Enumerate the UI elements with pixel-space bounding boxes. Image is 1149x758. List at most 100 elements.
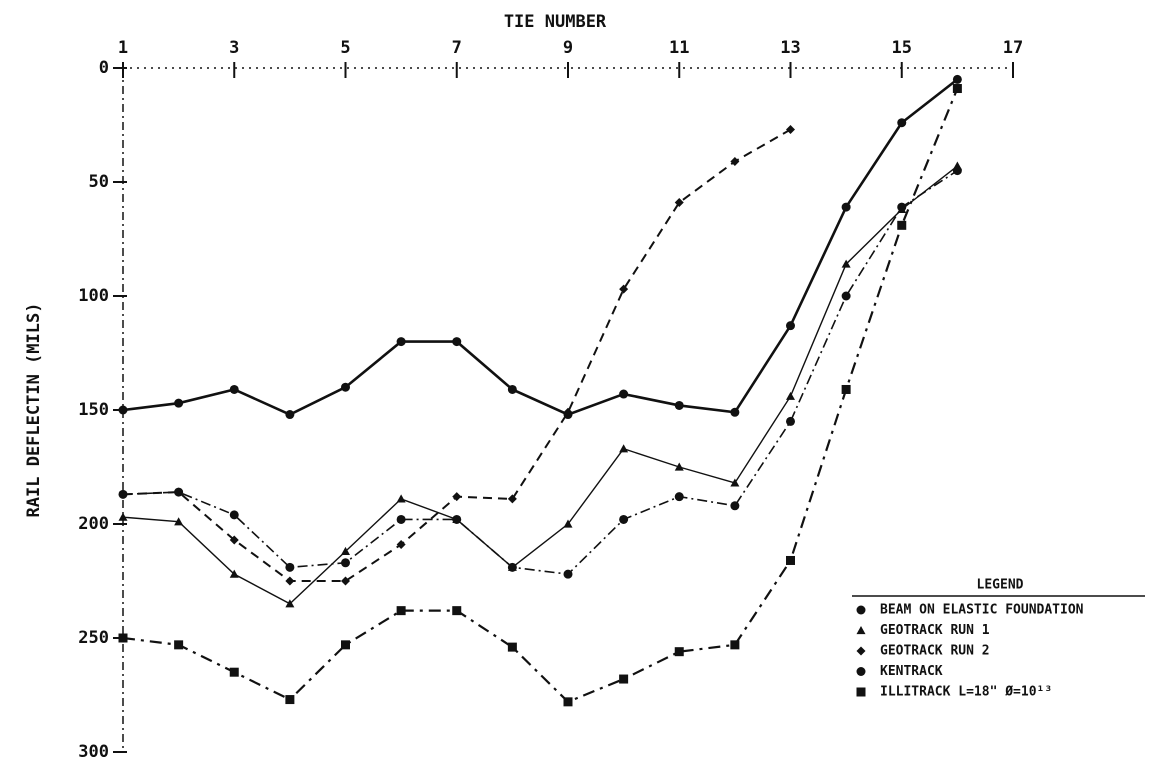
x-tick-label: 1 (118, 38, 128, 58)
marker (452, 606, 462, 616)
legend-label: BEAM ON ELASTIC FOUNDATION (880, 603, 1084, 618)
y-tick-label: 250 (78, 628, 109, 648)
marker (619, 444, 629, 453)
marker (897, 220, 907, 230)
x-tick-label: 17 (1003, 38, 1023, 58)
marker (118, 512, 128, 521)
marker (285, 410, 295, 420)
marker (563, 407, 573, 417)
marker (396, 494, 406, 503)
x-tick-label: 11 (669, 38, 689, 58)
marker (229, 384, 239, 394)
marker (507, 384, 517, 394)
marker (952, 74, 962, 84)
marker (507, 562, 517, 572)
marker (341, 382, 350, 392)
marker (841, 291, 851, 301)
series-line (122, 169, 958, 576)
marker (674, 492, 684, 502)
marker (619, 389, 629, 399)
y-tick-label: 0 (99, 58, 109, 78)
marker (786, 391, 795, 400)
marker (563, 569, 573, 579)
series-line (122, 78, 959, 416)
marker (674, 198, 684, 208)
legend-title: LEGEND (977, 578, 1024, 593)
legend-marker (856, 687, 866, 697)
legend-label: ILLITRACK L=18" Ø=10¹³ (880, 685, 1052, 700)
marker (229, 535, 239, 545)
marker (952, 166, 962, 176)
marker (619, 514, 629, 524)
marker (341, 576, 350, 586)
marker (786, 416, 795, 426)
y-tick-label: 100 (78, 286, 109, 306)
marker (396, 337, 406, 347)
marker (229, 569, 239, 578)
marker (174, 517, 184, 526)
legend-label: GEOTRACK RUN 2 (880, 644, 990, 659)
y-tick-label: 200 (78, 514, 109, 534)
marker (730, 407, 740, 417)
series-line (122, 88, 959, 704)
marker (730, 478, 740, 487)
marker (619, 674, 629, 684)
marker (174, 398, 184, 408)
y-tick-label: 300 (78, 742, 109, 758)
legend-marker (856, 605, 866, 615)
x-tick-label: 13 (780, 38, 800, 58)
marker (786, 125, 795, 135)
x-axis-label: TIE NUMBER (504, 12, 607, 32)
marker (452, 514, 462, 524)
marker (396, 540, 406, 550)
marker (841, 202, 851, 212)
x-tick-label: 15 (892, 38, 912, 58)
marker (730, 640, 740, 650)
marker (285, 562, 295, 572)
legend-label: KENTRACK (880, 664, 943, 679)
y-tick-label: 150 (78, 400, 109, 420)
marker (174, 487, 184, 497)
marker (396, 606, 406, 616)
marker (341, 640, 350, 650)
legend-label: GEOTRACK RUN 1 (880, 623, 990, 638)
marker (452, 492, 462, 502)
marker (285, 576, 295, 586)
marker (730, 501, 740, 511)
marker (341, 558, 350, 568)
marker (452, 337, 462, 347)
marker (118, 405, 128, 415)
marker (786, 321, 795, 331)
x-tick-label: 5 (340, 38, 350, 58)
marker (563, 519, 573, 528)
marker (841, 384, 851, 394)
marker (730, 156, 740, 166)
marker (952, 84, 962, 94)
marker (563, 697, 573, 707)
marker (674, 462, 684, 471)
legend-marker (856, 667, 866, 676)
marker (118, 489, 128, 499)
y-axis-label: RAIL DEFLECTIN (MILS) (24, 303, 44, 518)
marker (507, 494, 517, 504)
marker (229, 510, 239, 520)
series-line (122, 128, 791, 582)
marker (285, 695, 295, 705)
legend-marker (856, 646, 866, 656)
marker (841, 259, 851, 268)
x-tick-label: 9 (563, 38, 573, 58)
marker (118, 633, 128, 643)
marker (897, 118, 907, 128)
legend-marker (856, 626, 866, 635)
marker (674, 400, 684, 410)
marker (285, 599, 295, 608)
x-tick-label: 3 (229, 38, 239, 58)
series-line (122, 165, 958, 605)
marker (229, 667, 239, 677)
marker (674, 647, 684, 657)
marker (174, 640, 184, 650)
marker (396, 514, 406, 524)
marker (897, 202, 907, 212)
marker (507, 642, 517, 652)
